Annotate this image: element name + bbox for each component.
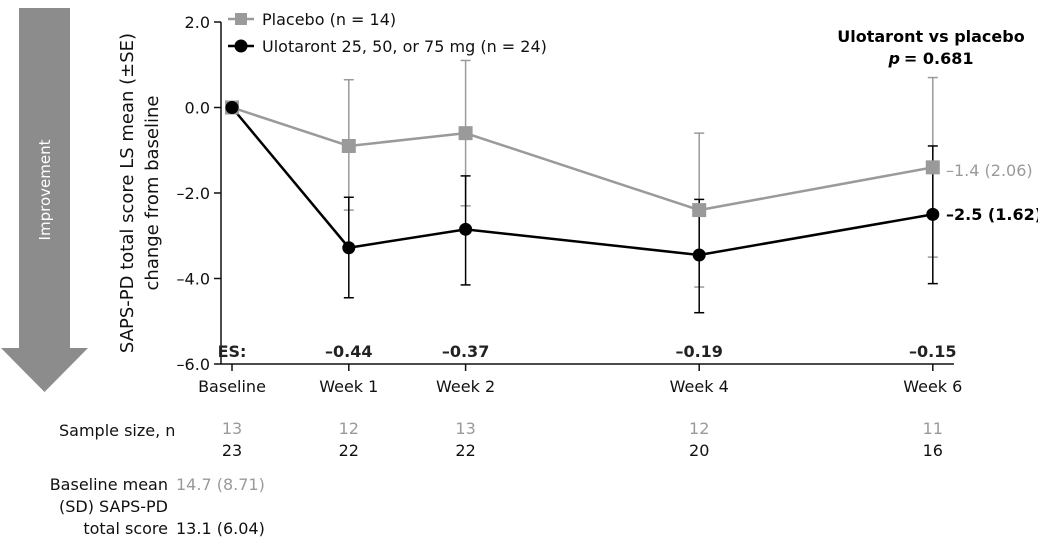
- x-tick-label: Baseline: [198, 377, 266, 396]
- end-label-placebo: –1.4 (2.06): [946, 161, 1033, 180]
- effect-size-row: ES: –0.44 –0.37 –0.19 –0.15: [218, 342, 957, 361]
- y-tick-label: –6.0: [177, 355, 210, 374]
- improvement-label: Improvement: [36, 139, 54, 240]
- y-ticks: 2.0 0.0 –2.0 –4.0 –6.0: [177, 13, 221, 374]
- improvement-arrow: Improvement: [1, 8, 88, 392]
- data-point-ulotaront: [459, 222, 473, 236]
- baseline-mean-label-line2: (SD) SAPS-PD: [59, 497, 168, 516]
- p-symbol: p: [887, 49, 899, 68]
- sample-size-placebo: 13: [222, 419, 242, 438]
- p-value: = 0.681: [904, 49, 974, 68]
- x-tick-label: Week 2: [436, 377, 495, 396]
- data-point-placebo: [925, 160, 940, 175]
- data-point-placebo: [341, 138, 356, 153]
- x-ticks: Baseline Week 1 Week 2 Week 4 Week 6: [198, 364, 962, 396]
- end-label-ulotaront: –2.5 (1.62): [946, 205, 1038, 224]
- improvement-arrow-shape: [1, 8, 88, 392]
- sample-size-ulotaront: 22: [455, 441, 475, 460]
- y-tick-label: 2.0: [185, 13, 210, 32]
- sample-size-ulotaront: 20: [689, 441, 709, 460]
- sample-size-placebo: 12: [339, 419, 359, 438]
- legend: Placebo (n = 14) Ulotaront 25, 50, or 75…: [228, 10, 547, 56]
- legend-ulotaront-marker: [234, 39, 248, 53]
- y-tick-label: 0.0: [185, 99, 210, 118]
- sample-size-ulotaront: 16: [923, 441, 943, 460]
- error-bars: [343, 59, 938, 314]
- sample-size-placebo: 13: [455, 419, 475, 438]
- sample-size-ulotaront: 22: [339, 441, 359, 460]
- effect-size-value: –0.19: [675, 342, 722, 361]
- y-axis-title-line2: change from baseline: [142, 96, 163, 291]
- effect-size-label: ES:: [218, 342, 247, 361]
- baseline-mean-ulotaront: 13.1 (6.04): [176, 519, 265, 538]
- x-tick-label: Week 6: [903, 377, 962, 396]
- y-tick-label: –4.0: [177, 270, 210, 289]
- sample-size-placebo: 12: [689, 419, 709, 438]
- data-point-ulotaront: [225, 101, 239, 114]
- data-point-placebo: [458, 126, 473, 141]
- comparison-title: Ulotaront vs placebo: [837, 27, 1024, 46]
- sample-size-ulotaront: 23: [222, 441, 242, 460]
- data-point-ulotaront: [692, 248, 706, 262]
- data-point-placebo: [692, 203, 707, 218]
- effect-size-value: –0.15: [909, 342, 956, 361]
- legend-ulotaront-label: Ulotaront 25, 50, or 75 mg (n = 24): [262, 37, 547, 56]
- data-point-ulotaront: [926, 207, 940, 221]
- effect-size-value: –0.37: [442, 342, 489, 361]
- y-tick-label: –2.0: [177, 184, 210, 203]
- baseline-mean-label-line1: Baseline mean: [50, 475, 168, 494]
- effect-size-value: –0.44: [325, 342, 372, 361]
- x-tick-label: Week 1: [319, 377, 378, 396]
- series-line-ulotaront: [231, 106, 934, 257]
- y-axis-title-line1: SAPS-PD total score LS mean (±SE): [117, 33, 138, 353]
- x-tick-label: Week 4: [670, 377, 729, 396]
- baseline-mean-placebo: 14.7 (8.71): [176, 475, 265, 494]
- series-lines: [231, 106, 934, 257]
- sample-size-placebo: 11: [923, 419, 943, 438]
- legend-placebo-marker: [235, 13, 247, 25]
- series-markers: [225, 100, 940, 262]
- baseline-mean-label-line3: total score: [83, 519, 168, 538]
- legend-placebo-label: Placebo (n = 14): [262, 10, 396, 29]
- series-line-placebo: [231, 106, 934, 212]
- sample-size-label: Sample size, n: [59, 421, 175, 440]
- p-value-annotation: p = 0.681: [887, 49, 973, 68]
- data-point-ulotaront: [342, 241, 356, 255]
- sample-size-row: 13 23 12 22 13 22 12 20 11 16: [222, 419, 943, 460]
